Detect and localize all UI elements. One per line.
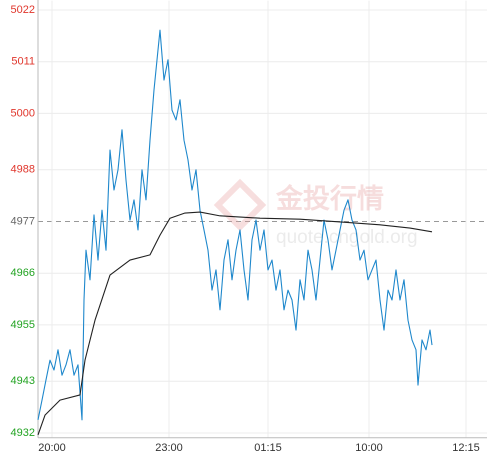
y-tick-label: 4955 — [11, 319, 35, 331]
y-tick-label: 5011 — [11, 56, 35, 68]
x-tick-label: 12:15 — [452, 442, 480, 454]
x-tick-label: 10:00 — [355, 442, 383, 454]
watermark-url: quote.cngold.org — [276, 227, 418, 248]
x-tick-label: 01:15 — [254, 442, 282, 454]
y-tick-label: 5000 — [11, 107, 35, 119]
watermark-title: 金投行情 — [275, 183, 384, 214]
series-line — [37, 29, 433, 421]
x-tick-label: 20:00 — [38, 442, 66, 454]
watermark: 金投行情 quote.cngold.org — [213, 178, 418, 248]
y-tick-label: 4988 — [11, 164, 35, 176]
series-line — [37, 211, 433, 436]
x-tick-label: 23:00 — [155, 442, 183, 454]
y-tick-label: 4977 — [11, 215, 35, 227]
grid — [38, 0, 487, 438]
y-tick-label: 5022 — [11, 4, 35, 16]
y-tick-label: 4932 — [11, 427, 35, 439]
y-tick-label: 4943 — [11, 375, 35, 387]
y-tick-label: 4966 — [11, 267, 35, 279]
watermark-logo — [213, 178, 267, 232]
